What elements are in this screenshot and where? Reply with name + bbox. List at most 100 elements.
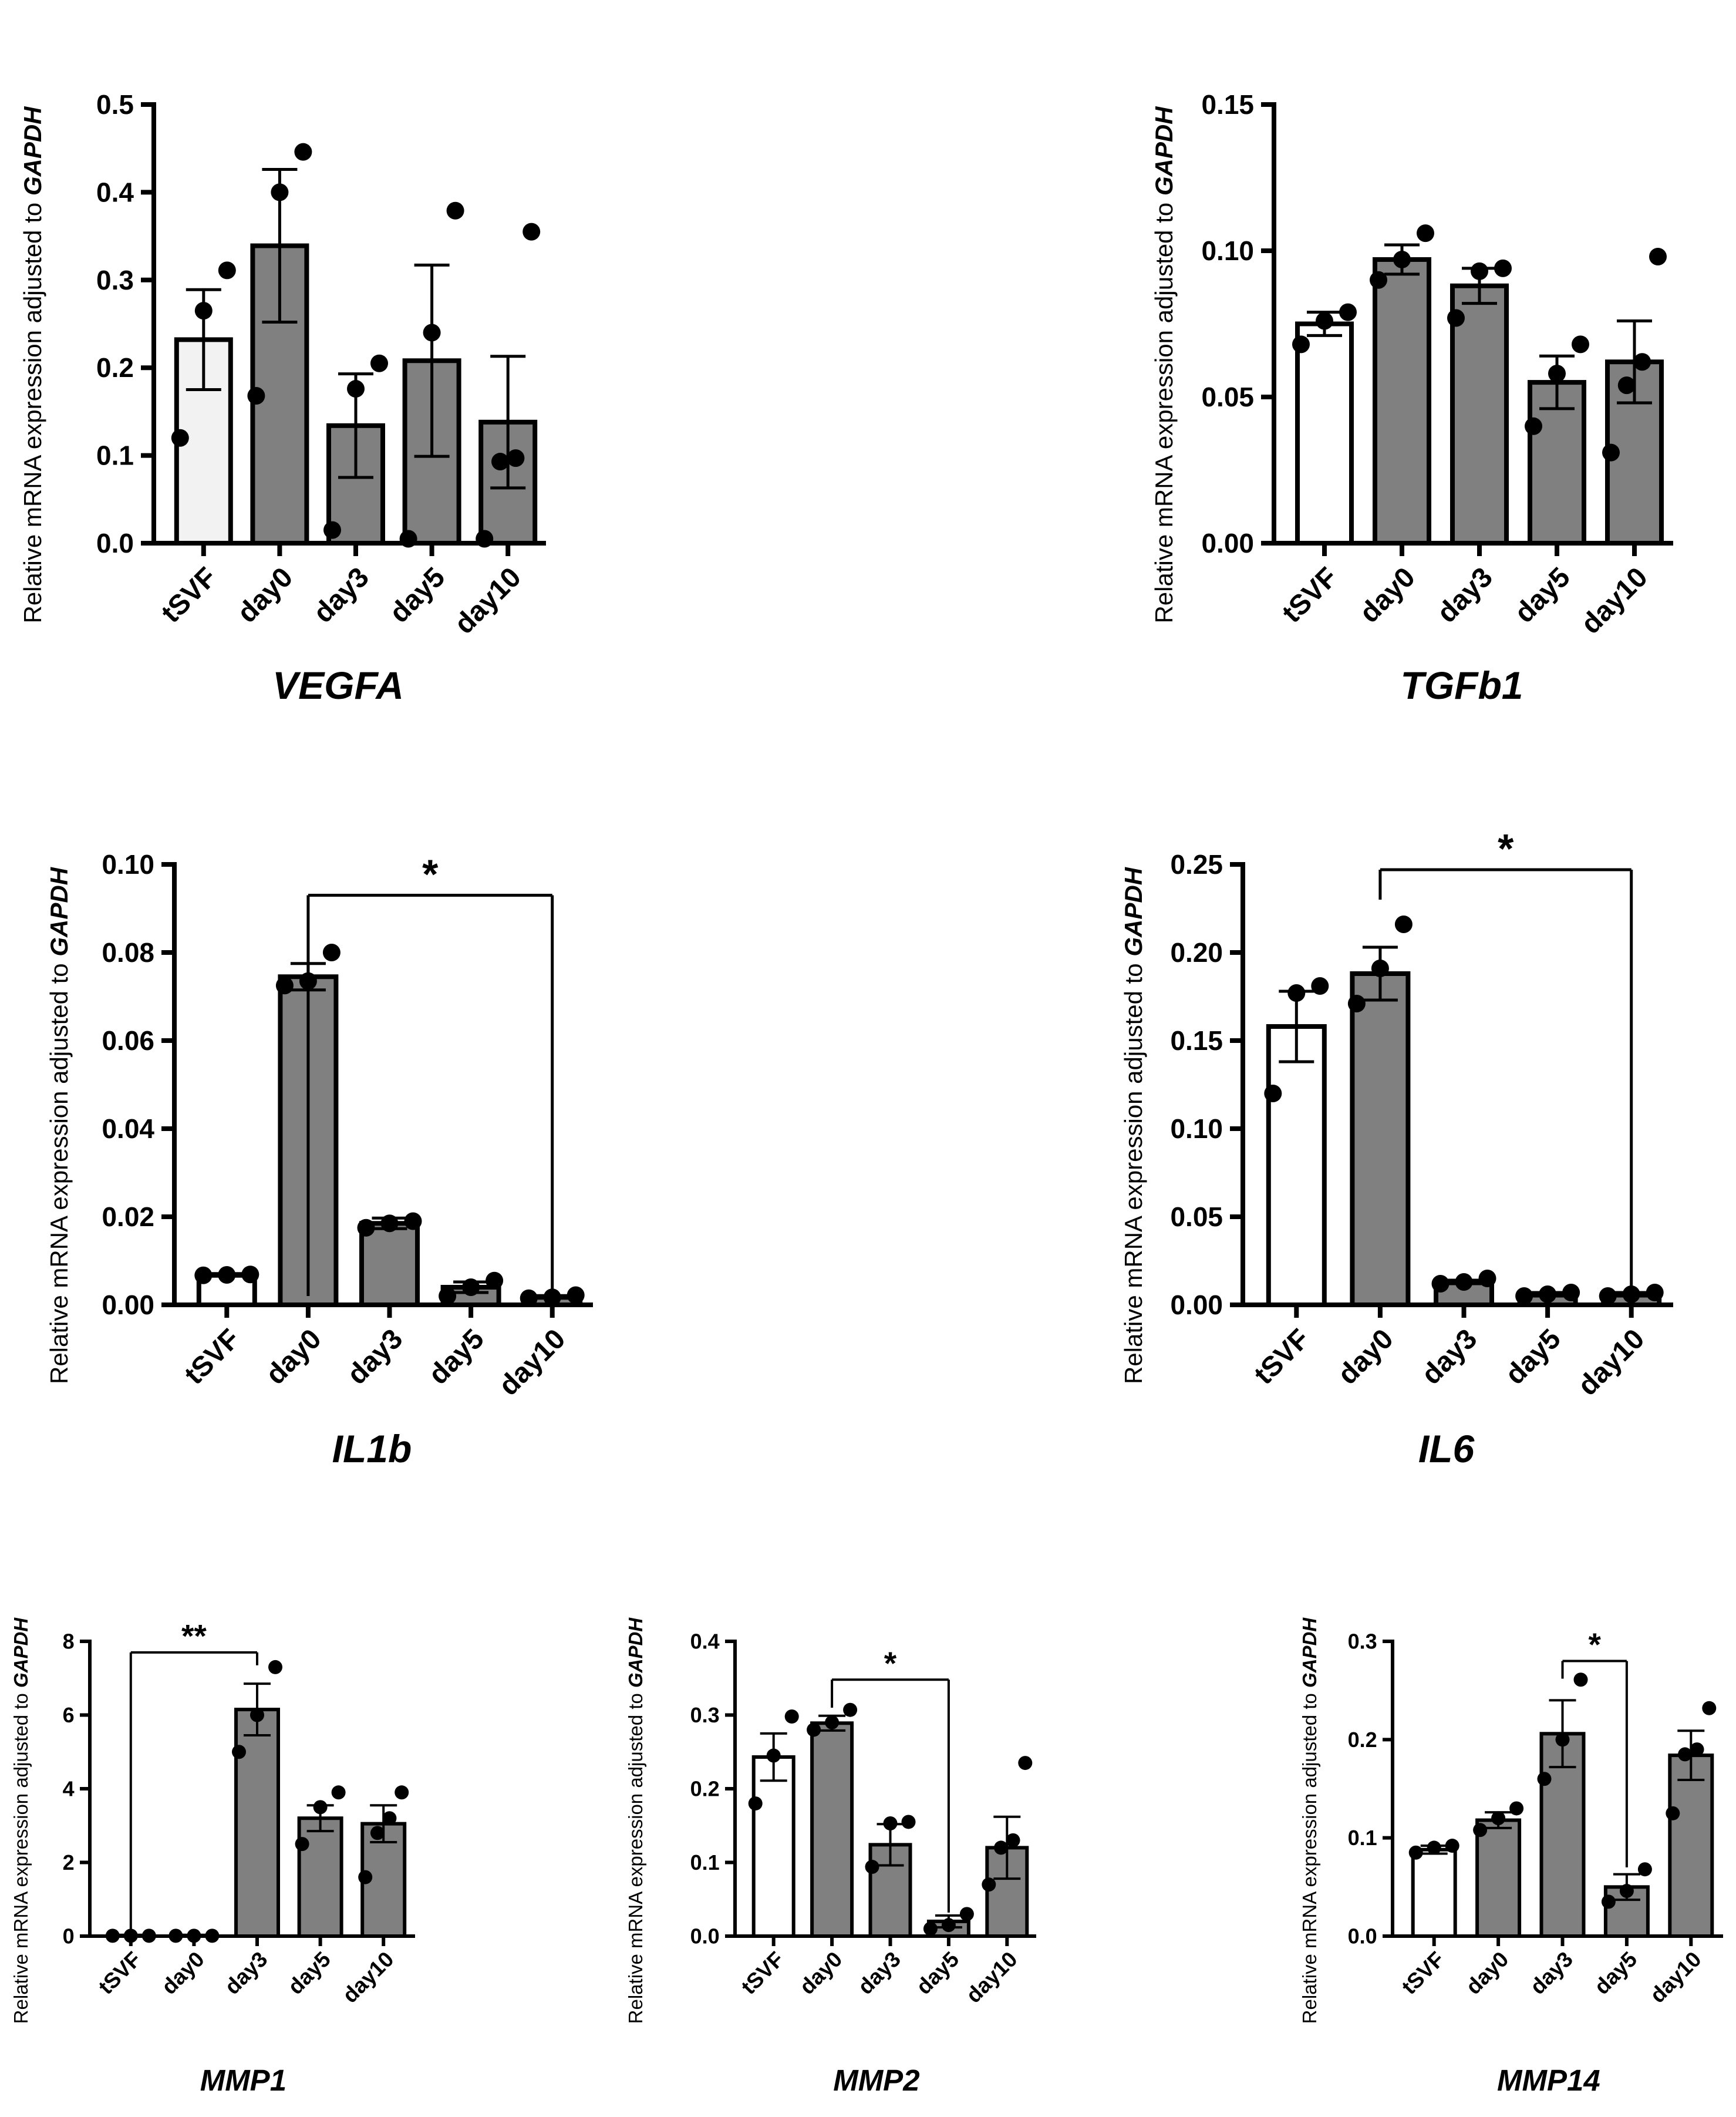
data-point <box>168 1928 183 1943</box>
y-axis-label-text: Relative mRNA expression adjusted to <box>10 1688 32 2024</box>
data-point <box>1316 312 1333 330</box>
category-label-tSVF: tSVF <box>178 1323 246 1391</box>
category-label-day5: day5 <box>423 1323 490 1391</box>
category-label-day0: day0 <box>260 1323 328 1391</box>
data-point <box>486 1271 504 1290</box>
data-point <box>1287 984 1306 1002</box>
data-point <box>476 530 494 548</box>
bar-day3 <box>1450 283 1509 546</box>
category-label-day3: day3 <box>341 1323 409 1391</box>
data-point <box>491 453 509 471</box>
data-point <box>323 521 341 539</box>
data-point <box>1562 1284 1580 1301</box>
category-label-day5: day5 <box>283 1947 335 2000</box>
y-tick-label: 0.02 <box>102 1201 154 1232</box>
data-point <box>1311 977 1329 995</box>
data-point <box>807 1722 821 1737</box>
data-point <box>370 354 388 372</box>
data-point <box>439 1287 457 1305</box>
category-label-day5: day5 <box>383 561 451 629</box>
data-point <box>1622 1285 1640 1303</box>
y-tick-label: 0.04 <box>102 1113 154 1144</box>
significance-label: * <box>1498 826 1514 871</box>
data-point <box>1539 1285 1557 1303</box>
chart-title: IL6 <box>1418 1427 1475 1470</box>
data-point <box>1431 1275 1450 1293</box>
y-tick-label: 0.2 <box>96 352 134 383</box>
data-point <box>1371 960 1389 977</box>
data-point <box>1339 303 1357 321</box>
data-point <box>370 1826 385 1840</box>
data-point <box>194 1266 213 1284</box>
y-tick-label: 0.00 <box>1201 528 1254 558</box>
data-point <box>1619 1884 1634 1899</box>
data-point <box>1690 1742 1704 1757</box>
data-point <box>105 1928 120 1943</box>
data-point <box>1515 1287 1533 1305</box>
bar-day5 <box>297 1816 343 1938</box>
y-axis-label: Relative mRNA expression adjusted to GAP… <box>19 106 46 624</box>
bar-day0 <box>1475 1818 1522 1938</box>
data-point <box>1548 365 1566 383</box>
data-point <box>331 1785 346 1800</box>
data-point <box>1394 916 1413 933</box>
data-point <box>1491 1811 1506 1826</box>
data-point <box>1509 1801 1524 1816</box>
data-point <box>1633 353 1651 371</box>
y-tick-label: 0.5 <box>96 89 134 120</box>
y-tick-label: 0 <box>63 1924 75 1948</box>
category-label-day10: day10 <box>449 561 527 640</box>
data-point <box>1525 417 1542 435</box>
data-point <box>1678 1747 1693 1762</box>
category-label-day5: day5 <box>1499 1323 1567 1391</box>
bar-day0 <box>1350 971 1411 1307</box>
data-point <box>1649 247 1667 265</box>
data-point <box>1573 1672 1588 1687</box>
data-point <box>275 977 294 995</box>
chart-il1b: 0.00 0.02 0.04 0.06 0.08 0.10 tSVF day0 day3 day5… <box>45 849 593 1470</box>
data-point <box>399 530 417 548</box>
category-label-day3: day3 <box>1525 1947 1577 2000</box>
y-axis-label-gene: GAPDH <box>625 1617 646 1688</box>
category-label-day3: day3 <box>220 1947 272 2000</box>
category-label-tSVF: tSVF <box>1248 1323 1316 1391</box>
category-label-day10: day10 <box>1646 1947 1706 2008</box>
y-axis-label-gene: GAPDH <box>1120 866 1147 956</box>
data-point <box>1617 376 1636 395</box>
y-tick-label: 0.3 <box>1348 1630 1377 1654</box>
data-point <box>1370 271 1387 289</box>
y-tick-label: 0.2 <box>690 1777 720 1801</box>
y-tick-label: 0.08 <box>102 937 154 968</box>
y-tick-label: 0.10 <box>1170 1113 1223 1144</box>
y-tick-label: 0.20 <box>1170 937 1223 968</box>
data-point <box>462 1278 480 1296</box>
category-label-day0: day0 <box>231 561 299 629</box>
data-point <box>1494 259 1512 277</box>
data-point <box>322 944 341 961</box>
y-tick-label: 0.0 <box>690 1924 720 1948</box>
y-tick-label: 0.05 <box>1170 1201 1223 1232</box>
category-label-day5: day5 <box>1509 561 1576 629</box>
y-tick-label: 0.0 <box>1348 1924 1377 1948</box>
data-point <box>1292 335 1310 354</box>
significance-label: * <box>422 851 439 897</box>
data-point <box>241 1266 259 1284</box>
data-point <box>446 201 464 220</box>
data-point <box>382 1811 397 1826</box>
y-tick-label: 0.00 <box>102 1290 154 1320</box>
data-point <box>923 1921 938 1936</box>
chart-title: VEGFA <box>272 664 404 707</box>
data-point <box>232 1745 246 1759</box>
bar-tSVF <box>1266 1024 1327 1307</box>
significance-label: * <box>1588 1626 1601 1662</box>
y-tick-label: 0.3 <box>690 1703 720 1727</box>
data-point <box>1473 1823 1488 1837</box>
data-point <box>187 1928 201 1943</box>
category-label-day10: day10 <box>1575 561 1654 640</box>
y-axis-label-text: Relative mRNA expression adjusted to <box>1299 1688 1320 2024</box>
y-axis-label-text: Relative mRNA expression adjusted to <box>19 196 46 623</box>
y-tick-label: 0.10 <box>1201 235 1254 266</box>
